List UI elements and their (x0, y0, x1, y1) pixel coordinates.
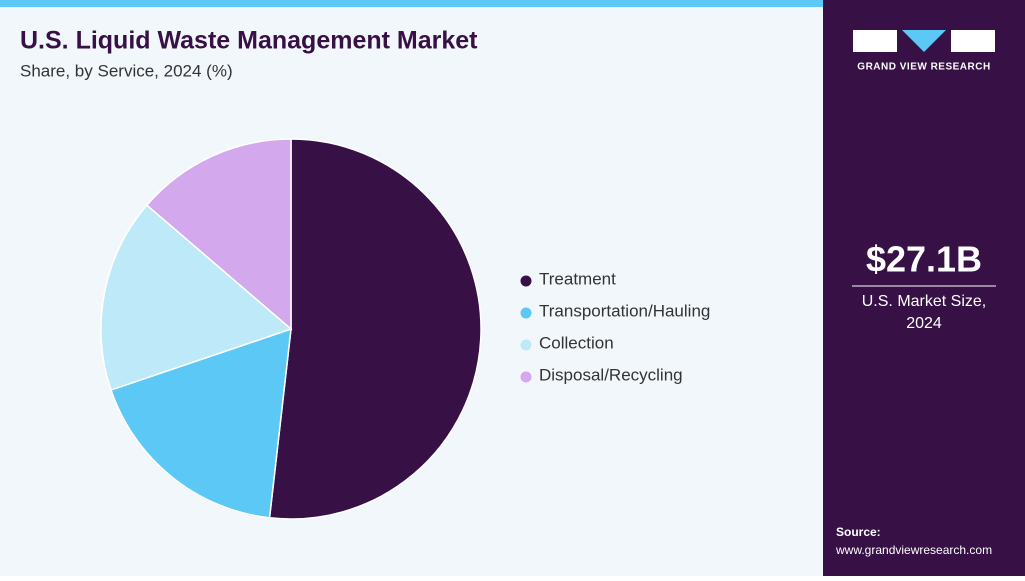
logo (853, 30, 995, 52)
legend-marker (520, 275, 532, 287)
logo-block (853, 30, 897, 52)
pie-slice (268, 138, 482, 520)
legend-label: Transportation/Hauling (539, 301, 710, 320)
legend-marker (520, 339, 532, 351)
legend-label: Collection (539, 333, 614, 352)
market-size-label: U.S. Market Size, (862, 293, 986, 310)
legend-marker (520, 371, 532, 383)
top-bar (0, 0, 823, 7)
legend: Treatment Transportation/Hauling Collectio… (520, 269, 710, 384)
market-size: $27.1B (866, 239, 982, 280)
chart-subtitle: Share, by Service, 2024 (%) (20, 61, 233, 80)
pie (100, 138, 482, 520)
logo-block (902, 30, 946, 52)
chart-title: U.S. Liquid Waste Management Market (20, 27, 478, 55)
pie-slice (100, 204, 293, 391)
legend-label: Disposal/Recycling (539, 365, 683, 384)
side-panel (823, 0, 1025, 576)
pie-slice (145, 138, 292, 331)
source-url: www.grandviewresearch.com (835, 543, 992, 557)
legend-label: Treatment (539, 269, 616, 288)
legend-marker (520, 307, 532, 319)
market-size-label: 2024 (906, 315, 942, 332)
logo-block (951, 30, 995, 52)
source-label: Source: (836, 525, 881, 539)
brand: GRAND VIEW RESEARCH (857, 62, 990, 73)
pie-slice (110, 327, 292, 519)
